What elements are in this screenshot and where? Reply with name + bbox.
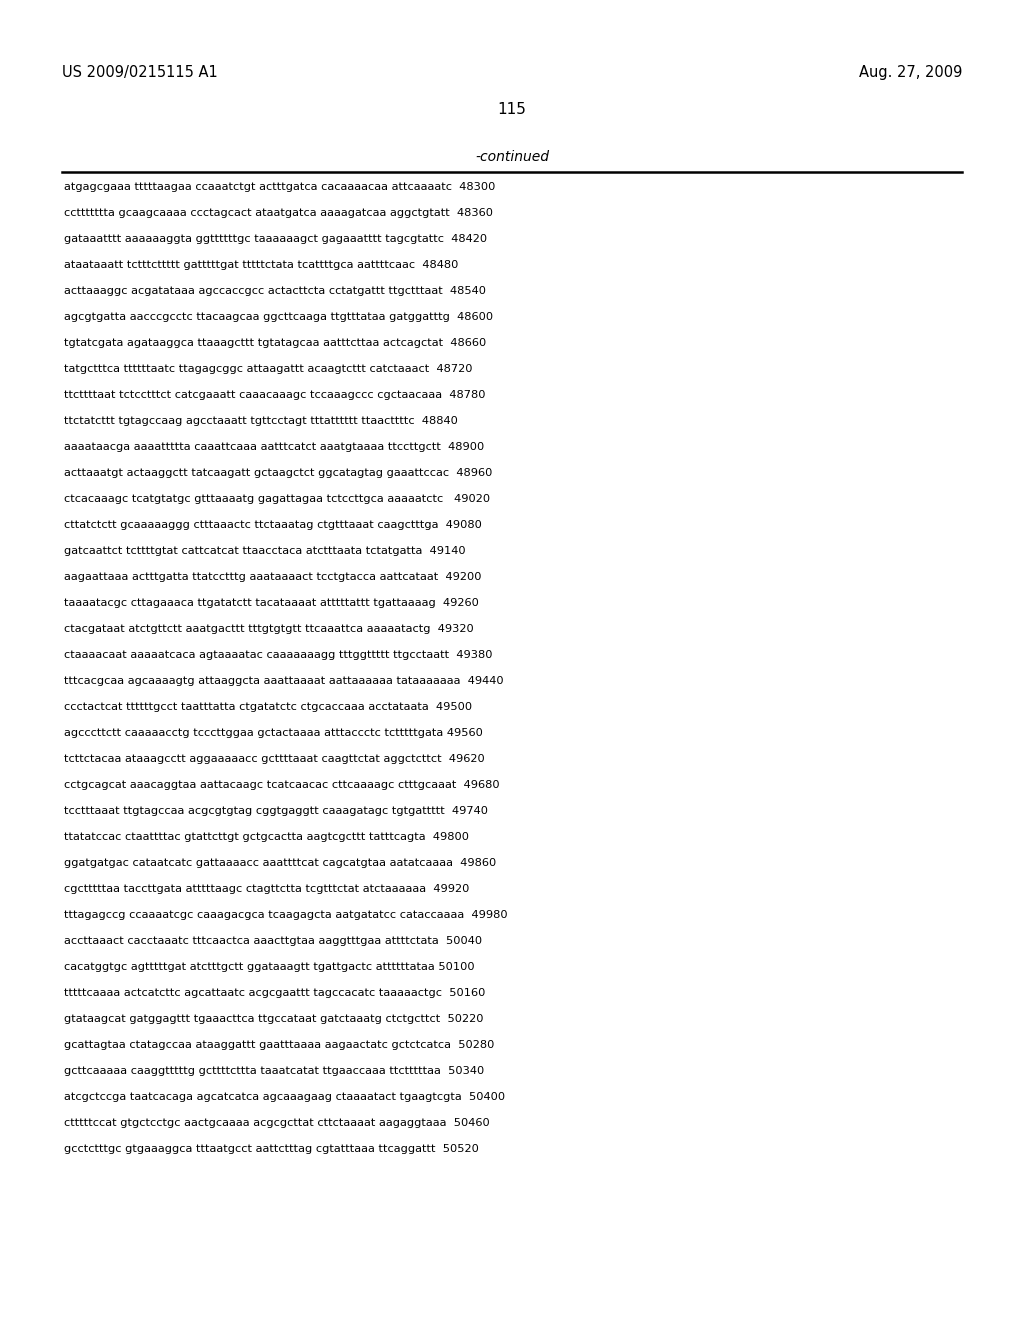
Text: tatgctttca ttttttaatc ttagagcggc attaagattt acaagtcttt catctaaact  48720: tatgctttca ttttttaatc ttagagcggc attaaga… xyxy=(63,364,472,374)
Text: tttcacgcaa agcaaaagtg attaaggcta aaattaaaat aattaaaaaa tataaaaaaa  49440: tttcacgcaa agcaaaagtg attaaggcta aaattaa… xyxy=(63,676,504,686)
Text: tcttctacaa ataaagcctt aggaaaaacc gcttttaaat caagttctat aggctcttct  49620: tcttctacaa ataaagcctt aggaaaaacc gctttta… xyxy=(63,754,484,764)
Text: tgtatcgata agataaggca ttaaagcttt tgtatagcaa aatttcttaa actcagctat  48660: tgtatcgata agataaggca ttaaagcttt tgtatag… xyxy=(63,338,486,348)
Text: 115: 115 xyxy=(498,102,526,117)
Text: ttcttttaat tctcctttct catcgaaatt caaacaaagc tccaaagccc cgctaacaaa  48780: ttcttttaat tctcctttct catcgaaatt caaacaa… xyxy=(63,389,485,400)
Text: acttaaatgt actaaggctt tatcaagatt gctaagctct ggcatagtag gaaattccac  48960: acttaaatgt actaaggctt tatcaagatt gctaagc… xyxy=(63,469,493,478)
Text: taaaatacgc cttagaaaca ttgatatctt tacataaaat atttttattt tgattaaaag  49260: taaaatacgc cttagaaaca ttgatatctt tacataa… xyxy=(63,598,479,609)
Text: ggatgatgac cataatcatc gattaaaacc aaattttcat cagcatgtaa aatatcaaaa  49860: ggatgatgac cataatcatc gattaaaacc aaatttt… xyxy=(63,858,497,869)
Text: agcccttctt caaaaacctg tcccttggaa gctactaaaa atttaccctc tctttttgata 49560: agcccttctt caaaaacctg tcccttggaa gctacta… xyxy=(63,729,483,738)
Text: gatcaattct tcttttgtat cattcatcat ttaacctaca atctttaata tctatgatta  49140: gatcaattct tcttttgtat cattcatcat ttaacct… xyxy=(63,546,466,556)
Text: gcctctttgc gtgaaaggca tttaatgcct aattctttag cgtatttaaa ttcaggattt  50520: gcctctttgc gtgaaaggca tttaatgcct aattctt… xyxy=(63,1144,479,1154)
Text: ttatatccac ctaattttac gtattcttgt gctgcactta aagtcgcttt tatttcagta  49800: ttatatccac ctaattttac gtattcttgt gctgcac… xyxy=(63,832,469,842)
Text: ctacgataat atctgttctt aaatgacttt tttgtgtgtt ttcaaattca aaaaatactg  49320: ctacgataat atctgttctt aaatgacttt tttgtgt… xyxy=(63,624,474,634)
Text: US 2009/0215115 A1: US 2009/0215115 A1 xyxy=(62,65,218,81)
Text: aaaataacga aaaattttta caaattcaaa aatttcatct aaatgtaaaa ttccttgctt  48900: aaaataacga aaaattttta caaattcaaa aatttca… xyxy=(63,442,484,451)
Text: ccctactcat ttttttgcct taatttatta ctgatatctc ctgcaccaaa acctataata  49500: ccctactcat ttttttgcct taatttatta ctgatat… xyxy=(63,702,472,711)
Text: tttagagccg ccaaaatcgc caaagacgca tcaagagcta aatgatatcc cataccaaaa  49980: tttagagccg ccaaaatcgc caaagacgca tcaagag… xyxy=(63,909,508,920)
Text: ccttttttta gcaagcaaaa ccctagcact ataatgatca aaaagatcaa aggctgtatt  48360: ccttttttta gcaagcaaaa ccctagcact ataatga… xyxy=(63,209,493,218)
Text: ctcacaaagc tcatgtatgc gtttaaaatg gagattagaa tctccttgca aaaaatctc   49020: ctcacaaagc tcatgtatgc gtttaaaatg gagatta… xyxy=(63,494,490,504)
Text: gataaatttt aaaaaaggta ggttttttgc taaaaaagct gagaaatttt tagcgtattc  48420: gataaatttt aaaaaaggta ggttttttgc taaaaaa… xyxy=(63,234,487,244)
Text: tttttcaaaa actcatcttc agcattaatc acgcgaattt tagccacatc taaaaactgc  50160: tttttcaaaa actcatcttc agcattaatc acgcgaa… xyxy=(63,987,485,998)
Text: agcgtgatta aacccgcctc ttacaagcaa ggcttcaaga ttgtttataa gatggatttg  48600: agcgtgatta aacccgcctc ttacaagcaa ggcttca… xyxy=(63,312,494,322)
Text: -continued: -continued xyxy=(475,150,549,164)
Text: gtataagcat gatggagttt tgaaacttca ttgccataat gatctaaatg ctctgcttct  50220: gtataagcat gatggagttt tgaaacttca ttgccat… xyxy=(63,1014,483,1024)
Text: accttaaact cacctaaatc tttcaactca aaacttgtaa aaggtttgaa attttctata  50040: accttaaact cacctaaatc tttcaactca aaacttg… xyxy=(63,936,482,946)
Text: acttaaaggc acgatataaa agccaccgcc actacttcta cctatgattt ttgctttaat  48540: acttaaaggc acgatataaa agccaccgcc actactt… xyxy=(63,286,486,296)
Text: ttctatcttt tgtagccaag agcctaaatt tgttcctagt tttatttttt ttaacttttc  48840: ttctatcttt tgtagccaag agcctaaatt tgttcct… xyxy=(63,416,458,426)
Text: atcgctccga taatcacaga agcatcatca agcaaagaag ctaaaatact tgaagtcgta  50400: atcgctccga taatcacaga agcatcatca agcaaag… xyxy=(63,1092,505,1102)
Text: cttatctctt gcaaaaaggg ctttaaactc ttctaaatag ctgtttaaat caagctttga  49080: cttatctctt gcaaaaaggg ctttaaactc ttctaaa… xyxy=(63,520,482,531)
Text: ctaaaacaat aaaaatcaca agtaaaatac caaaaaaagg tttggttttt ttgcctaatt  49380: ctaaaacaat aaaaatcaca agtaaaatac caaaaaa… xyxy=(63,649,493,660)
Text: ataataaatt tctttcttttt gatttttgat tttttctata tcattttgca aattttcaac  48480: ataataaatt tctttcttttt gatttttgat tttttc… xyxy=(63,260,459,271)
Text: cgctttttaa taccttgata atttttaagc ctagttctta tcgtttctat atctaaaaaa  49920: cgctttttaa taccttgata atttttaagc ctagttc… xyxy=(63,884,469,894)
Text: atgagcgaaa tttttaagaa ccaaatctgt actttgatca cacaaaacaa attcaaaatc  48300: atgagcgaaa tttttaagaa ccaaatctgt actttga… xyxy=(63,182,496,191)
Text: cctgcagcat aaacaggtaa aattacaagc tcatcaacac cttcaaaagc ctttgcaaat  49680: cctgcagcat aaacaggtaa aattacaagc tcatcaa… xyxy=(63,780,500,789)
Text: gcattagtaa ctatagccaa ataaggattt gaatttaaaa aagaactatc gctctcatca  50280: gcattagtaa ctatagccaa ataaggattt gaattta… xyxy=(63,1040,495,1049)
Text: Aug. 27, 2009: Aug. 27, 2009 xyxy=(859,65,962,81)
Text: aagaattaaa actttgatta ttatcctttg aaataaaact tcctgtacca aattcataat  49200: aagaattaaa actttgatta ttatcctttg aaataaa… xyxy=(63,572,481,582)
Text: gcttcaaaaa caaggtttttg gcttttcttta taaatcatat ttgaaccaaa ttctttttaa  50340: gcttcaaaaa caaggtttttg gcttttcttta taaat… xyxy=(63,1067,484,1076)
Text: ctttttccat gtgctcctgc aactgcaaaa acgcgcttat cttctaaaat aagaggtaaa  50460: ctttttccat gtgctcctgc aactgcaaaa acgcgct… xyxy=(63,1118,489,1129)
Text: tcctttaaat ttgtagccaa acgcgtgtag cggtgaggtt caaagatagc tgtgattttt  49740: tcctttaaat ttgtagccaa acgcgtgtag cggtgag… xyxy=(63,807,488,816)
Text: cacatggtgc agtttttgat atctttgctt ggataaagtt tgattgactc attttttataa 50100: cacatggtgc agtttttgat atctttgctt ggataaa… xyxy=(63,962,475,972)
